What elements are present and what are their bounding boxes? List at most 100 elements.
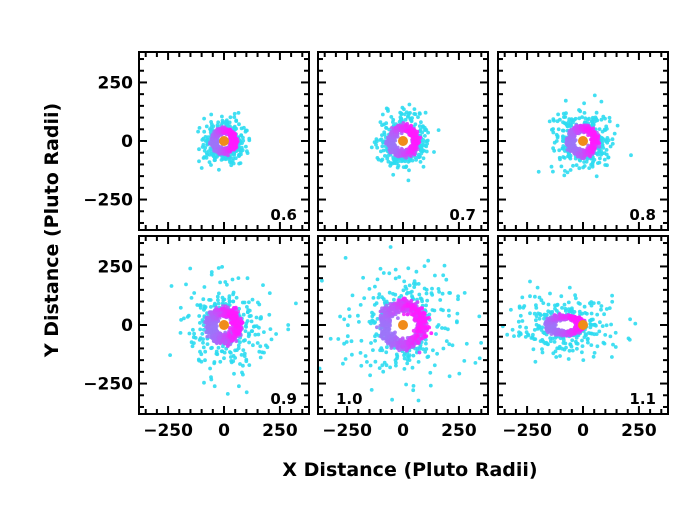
scatter-point: [247, 314, 252, 319]
scatter-point: [444, 339, 449, 343]
scatter-point: [198, 349, 202, 354]
scatter-point: [226, 153, 230, 158]
scatter-point: [244, 144, 248, 149]
scatter-point: [606, 155, 611, 160]
scatter-point: [245, 305, 249, 309]
scatter-point: [225, 282, 229, 287]
scatter-point: [212, 361, 217, 366]
scatter-point: [417, 350, 422, 355]
scatter-point: [561, 128, 566, 133]
scatter-point: [379, 334, 383, 339]
panel-label: 0.7: [449, 206, 476, 224]
scatter-point: [231, 299, 236, 304]
scatter-point: [258, 344, 263, 349]
scatter-point: [218, 341, 223, 346]
scatter-point: [429, 291, 434, 296]
scatter-point: [409, 149, 414, 154]
scatter-point: [407, 102, 412, 107]
scatter-point: [202, 116, 207, 121]
scatter-point: [421, 164, 426, 169]
scatter-point: [229, 134, 234, 139]
scatter-point: [416, 398, 421, 403]
scatter-point: [387, 290, 392, 295]
scatter-point: [569, 117, 574, 121]
scatter-point: [601, 114, 606, 119]
scatter-point: [383, 154, 387, 158]
scatter-point: [414, 158, 418, 162]
scatter-point: [197, 159, 201, 164]
scatter-point: [234, 310, 238, 315]
scatter-point: [390, 397, 394, 402]
scatter-point: [240, 300, 245, 305]
scatter-point: [447, 291, 452, 295]
scatter-point: [382, 360, 387, 365]
scatter-point: [410, 158, 415, 163]
scatter-point: [196, 129, 201, 134]
scatter-point: [610, 141, 615, 146]
scatter-point: [554, 139, 559, 143]
scatter-point: [240, 148, 245, 153]
scatter-point: [391, 343, 396, 348]
center-point: [398, 136, 408, 146]
scatter-point: [373, 338, 377, 343]
scatter-point: [410, 289, 414, 294]
scatter-point: [431, 348, 435, 353]
scatter-point: [574, 163, 579, 168]
scatter-point: [228, 350, 232, 354]
scatter-point: [379, 158, 384, 163]
scatter-point: [187, 331, 192, 336]
scatter-point: [577, 108, 581, 112]
scatter-point: [419, 147, 423, 152]
scatter-point: [568, 168, 573, 172]
scatter-point: [236, 111, 241, 115]
scatter-point: [192, 291, 197, 295]
scatter-point: [425, 139, 429, 144]
scatter-point: [230, 146, 235, 151]
scatter-point: [450, 343, 455, 348]
scatter-point: [208, 366, 213, 371]
scatter-points: [536, 93, 633, 179]
scatter-point: [200, 332, 205, 336]
scatter-point: [436, 128, 441, 133]
scatter-point: [395, 305, 399, 310]
scatter-point: [425, 355, 430, 359]
scatter-point: [413, 146, 418, 150]
scatter-point: [267, 312, 272, 317]
panel-0-8: 0.8: [497, 51, 669, 231]
scatter-point: [575, 154, 580, 159]
scatter-point: [403, 153, 408, 158]
scatter-point: [399, 340, 404, 344]
scatter-point: [561, 155, 566, 159]
scatter-point: [417, 347, 422, 351]
scatter-point: [209, 305, 213, 309]
scatter-point: [477, 356, 482, 361]
x-tick-label: 250: [262, 421, 298, 441]
scatter-point: [255, 341, 260, 345]
scatter-point: [552, 148, 557, 153]
scatter-point: [411, 388, 416, 393]
scatter-point: [201, 297, 206, 302]
scatter-point: [227, 296, 232, 301]
scatter-point: [593, 115, 598, 120]
scatter-point: [563, 98, 568, 103]
scatter-point: [424, 341, 428, 346]
scatter-point: [232, 133, 237, 138]
scatter-point: [254, 324, 259, 328]
scatter-point: [446, 308, 451, 313]
scatter-point: [223, 280, 228, 284]
scatter-point: [410, 144, 414, 149]
scatter-point: [224, 118, 229, 123]
scatter-point: [610, 137, 615, 142]
scatter-point: [417, 292, 422, 297]
scatter-point: [211, 124, 216, 129]
scatter-point: [393, 292, 398, 297]
scatter-point: [384, 148, 389, 152]
scatter-point: [554, 132, 559, 137]
scatter-point: [381, 314, 386, 319]
scatter-point: [350, 293, 355, 298]
scatter-point: [598, 156, 602, 161]
scatter-point: [602, 157, 607, 162]
scatter-point: [244, 321, 249, 326]
scatter-point: [215, 294, 220, 299]
scatter-point: [230, 311, 235, 315]
